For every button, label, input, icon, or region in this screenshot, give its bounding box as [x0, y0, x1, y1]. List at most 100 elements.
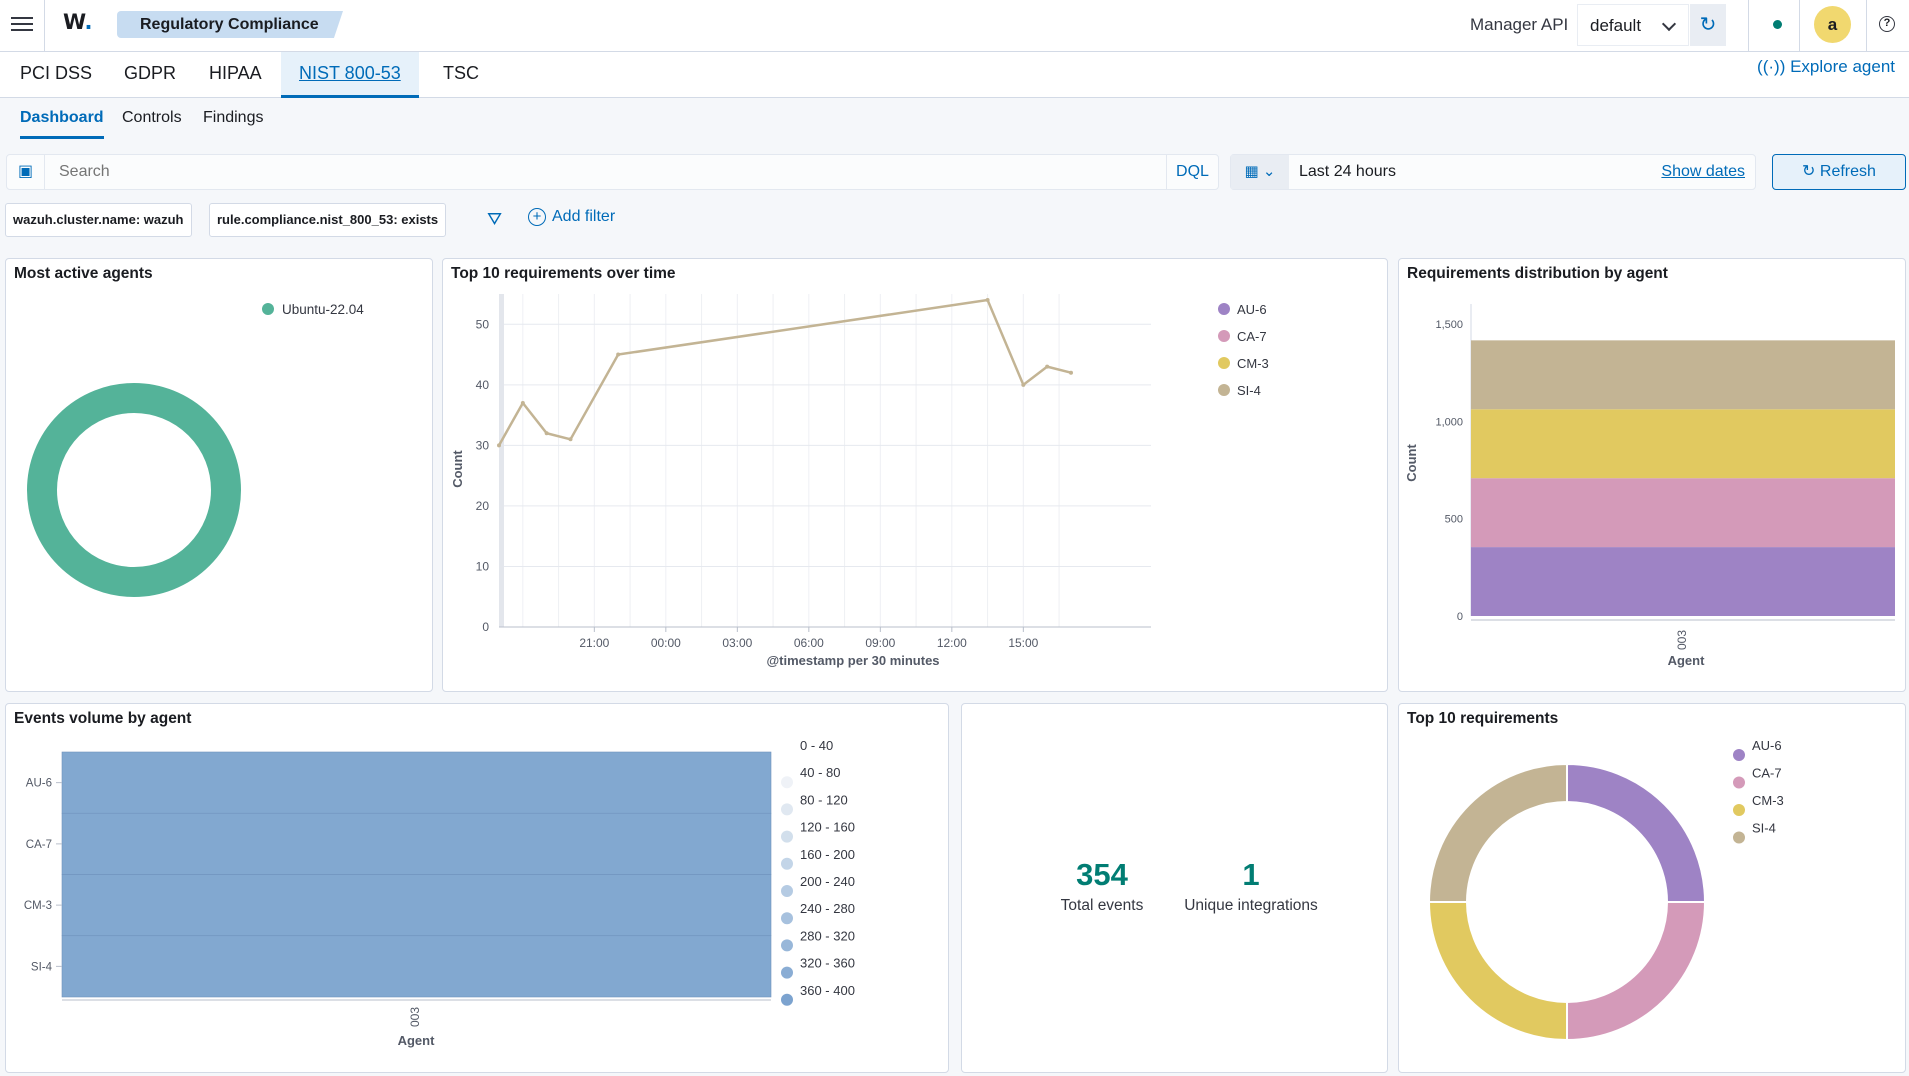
filter-pill-compliance[interactable]: rule.compliance.nist_800_53: exists: [209, 203, 447, 237]
y-tick-label: SI-4: [31, 961, 53, 973]
save-query-icon[interactable]: ▣: [7, 155, 45, 189]
legend-label: CM-3: [1752, 793, 1784, 808]
x-tick-label: 00:00: [651, 636, 681, 650]
breadcrumb[interactable]: Regulatory Compliance: [117, 11, 343, 38]
divider: [44, 0, 45, 52]
tab-gdpr[interactable]: GDPR: [124, 63, 177, 83]
menu-icon[interactable]: [10, 14, 34, 34]
legend-label: 320 - 360: [800, 956, 855, 971]
legend-swatch: [1218, 357, 1230, 369]
legend-label: SI-4: [1237, 383, 1261, 398]
chevron-down-icon: [1661, 16, 1677, 32]
legend-swatch: [781, 830, 793, 843]
donut-slice-ubuntu: [27, 383, 241, 597]
tab-dashboard[interactable]: Dashboard: [20, 109, 104, 139]
requirements-over-time-chart: 0 10 20 30 40 50 21:00 00:00 03:00 06:00 09:00 12:0…: [450, 294, 1269, 668]
donut-slice-cm-3: [1427, 901, 1568, 1042]
avatar[interactable]: a: [1814, 6, 1851, 43]
y-tick-label: 20: [476, 499, 490, 513]
heatmap-cell: [61, 874, 772, 937]
total-events-label: Total events: [1060, 897, 1144, 914]
x-tick-label: 06:00: [794, 636, 824, 650]
filter-pill-cluster[interactable]: wazuh.cluster.name: wazuh: [5, 203, 192, 237]
refresh-icon: ↻: [1802, 163, 1816, 180]
donut-slice-si-4: [1427, 762, 1568, 903]
bar-segment-cm-3: [1471, 409, 1895, 479]
search-input[interactable]: [47, 155, 1171, 189]
legend-label: CA-7: [1237, 329, 1267, 344]
legend-label: 200 - 240: [800, 874, 855, 889]
legend-label: 160 - 200: [800, 847, 855, 862]
add-filter-label: Add filter: [552, 208, 616, 225]
panel-title: Events volume by agent: [14, 710, 192, 727]
date-picker: ▦ ⌄ Last 24 hours Show dates: [1230, 154, 1756, 190]
legend-swatch: [1733, 804, 1745, 816]
legend-swatch: [1218, 384, 1230, 396]
legend-label: 240 - 280: [800, 901, 855, 916]
data-point: [568, 437, 573, 442]
panel-top-10-requirements: Top 10 requirements AU-6 CA-7 CM-3 SI-4: [1398, 703, 1906, 1073]
panel-most-active-agents: Most active agents Ubuntu-22.04: [5, 258, 433, 692]
tab-pci-dss[interactable]: PCI DSS: [20, 63, 93, 83]
legend-label: SI-4: [1752, 821, 1776, 836]
legend-swatch: [781, 749, 793, 761]
unique-integrations-label: Unique integrations: [1184, 897, 1318, 914]
y-axis-label: Count: [450, 450, 465, 488]
top-10-requirements-chart: AU-6 CA-7 CM-3 SI-4: [1427, 738, 1784, 1042]
y-tick-label: 500: [1445, 514, 1463, 526]
y-tick-label: 0: [482, 620, 489, 634]
legend-swatch: [781, 803, 793, 816]
legend-swatch: [1733, 776, 1745, 789]
tab-controls[interactable]: Controls: [122, 109, 182, 126]
show-dates-link[interactable]: Show dates: [1661, 163, 1745, 180]
time-marker: [499, 294, 504, 627]
donut-slice-ca-7: [1566, 901, 1707, 1042]
requirements-distribution-chart: 0 500 1,000 1,500 003 Agent Count: [1404, 304, 1895, 668]
data-point: [1045, 364, 1050, 369]
date-range[interactable]: Last 24 hours: [1299, 163, 1396, 180]
legend-label: AU-6: [1237, 302, 1267, 317]
data-point: [1021, 382, 1026, 387]
legend-label: 0 - 40: [800, 738, 833, 753]
help-icon[interactable]: ?: [1879, 16, 1895, 32]
legend-swatch: [781, 939, 793, 952]
x-tick-label: 15:00: [1008, 636, 1038, 650]
bar-segment-ca-7: [1471, 478, 1895, 548]
series-line-si-4: [497, 298, 1072, 446]
explore-agent-label: Explore agent: [1790, 57, 1895, 76]
data-point: [616, 352, 621, 357]
data-point: [544, 431, 549, 436]
tab-findings[interactable]: Findings: [203, 109, 264, 126]
legend-label: 40 - 80: [800, 765, 840, 780]
add-filter-button[interactable]: + Add filter: [528, 208, 615, 226]
legend-label: Ubuntu-22.04: [282, 302, 364, 317]
tab-hipaa[interactable]: HIPAA: [209, 63, 262, 83]
explore-agent-button[interactable]: ((·)) Explore agent: [1757, 57, 1895, 77]
wazuh-logo[interactable]: W.: [63, 10, 93, 34]
refresh-icon[interactable]: ↻: [1690, 4, 1726, 46]
legend-swatch: [781, 966, 793, 979]
panel-events-volume: Events volume by agent AU-6 CA-7 CM-3 SI-4 0…: [5, 703, 949, 1073]
dql-toggle[interactable]: DQL: [1166, 155, 1218, 189]
sub-tabs: Dashboard Controls Findings: [0, 98, 1909, 142]
x-axis-label: Agent: [398, 1033, 436, 1048]
tab-nist-800-53[interactable]: NIST 800-53: [281, 52, 419, 98]
legend-swatch: [781, 912, 793, 925]
plus-icon: +: [528, 208, 546, 226]
panel-title: Most active agents: [14, 265, 153, 282]
data-point: [1069, 370, 1073, 375]
y-tick-label: 10: [476, 559, 490, 573]
legend-swatch: [781, 857, 793, 870]
filter-icon[interactable]: ⛛: [487, 209, 503, 229]
legend-label: 80 - 120: [800, 792, 848, 807]
y-tick-label: 50: [476, 317, 490, 331]
y-tick-label: 1,500: [1435, 319, 1463, 331]
tab-tsc[interactable]: TSC: [443, 63, 479, 83]
bar-segment-au-6: [1471, 547, 1895, 616]
refresh-button[interactable]: ↻ Refresh: [1772, 154, 1906, 190]
donut-slice-au-6: [1566, 762, 1707, 903]
calendar-icon[interactable]: ▦ ⌄: [1231, 155, 1289, 189]
manager-api-select[interactable]: default: [1577, 4, 1689, 46]
legend-swatch: [1218, 303, 1230, 315]
data-point: [520, 400, 525, 405]
